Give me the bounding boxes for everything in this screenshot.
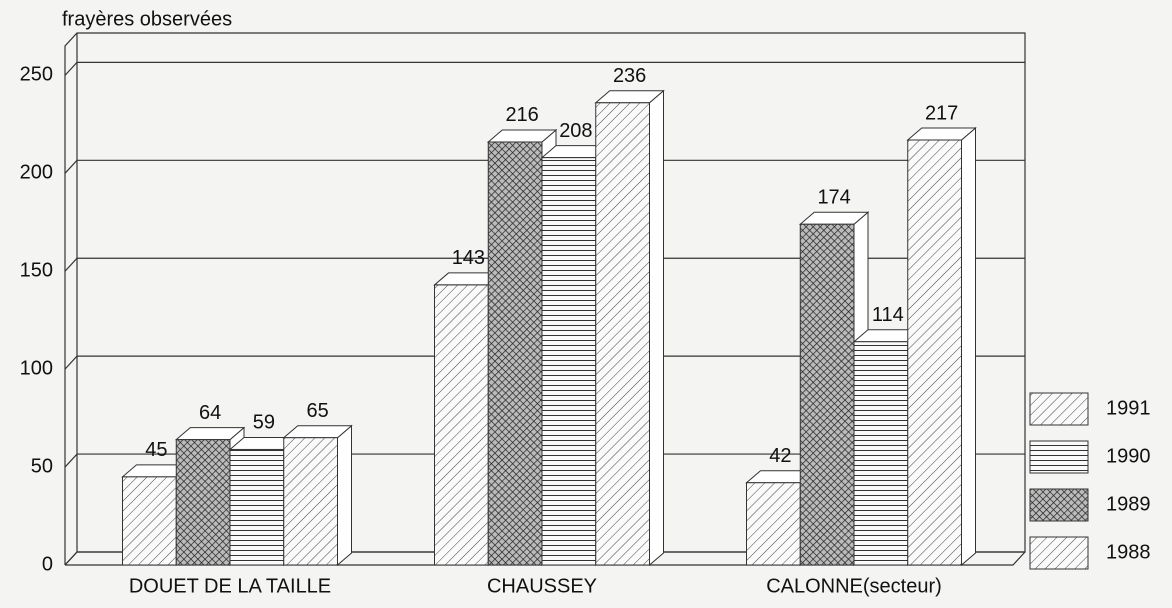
bar-side	[337, 424, 352, 567]
bar	[541, 157, 597, 566]
data-label: 174	[817, 187, 850, 209]
y-tick-label: 250	[20, 64, 53, 86]
x-tick-label: CALONNE(secteur)	[766, 575, 942, 597]
x-tick-label: CHAUSSEY	[487, 575, 597, 597]
data-label: 42	[769, 445, 791, 467]
bar-side	[961, 126, 976, 567]
legend-swatch	[1029, 440, 1089, 474]
legend-swatch	[1029, 488, 1089, 522]
data-label: 236	[613, 65, 646, 87]
bar	[595, 102, 650, 566]
grid-line	[64, 159, 1025, 174]
data-label: 208	[559, 120, 592, 142]
data-label: 143	[452, 247, 485, 269]
data-label: 45	[145, 439, 167, 461]
bar	[229, 448, 285, 566]
y-tick-label: 150	[20, 260, 53, 282]
grid-line	[64, 453, 1025, 468]
data-label: 216	[505, 104, 538, 126]
legend-label: 1989	[1106, 493, 1151, 515]
y-tick-label: 100	[20, 357, 53, 379]
y-tick-label: 0	[42, 553, 53, 575]
grid-line	[64, 355, 1025, 370]
data-label: 59	[253, 412, 275, 434]
data-label: 217	[925, 102, 958, 124]
bar	[746, 482, 801, 566]
bar	[283, 437, 338, 566]
bar	[434, 284, 489, 566]
bar	[853, 341, 909, 566]
grid-line	[64, 61, 1025, 76]
y-tick-label: 50	[31, 455, 53, 477]
bar	[122, 476, 177, 566]
data-label: 114	[872, 304, 904, 326]
x-tick-label: DOUET DE LA TAILLE	[129, 575, 331, 597]
legend-swatch	[1029, 392, 1089, 426]
data-label: 65	[307, 400, 329, 422]
y-tick-label: 200	[20, 162, 53, 184]
grid-line	[64, 551, 1025, 566]
bar	[175, 439, 231, 566]
bar	[799, 223, 855, 566]
bar	[907, 139, 962, 566]
grid-line	[64, 257, 1025, 272]
legend-label: 1990	[1106, 445, 1151, 467]
y-axis-label: frayères observées	[62, 8, 232, 30]
data-label: 64	[199, 402, 221, 424]
bar	[487, 141, 543, 566]
bar-side	[649, 89, 664, 567]
legend-label: 1991	[1106, 397, 1151, 419]
legend-swatch	[1029, 536, 1089, 570]
legend-label: 1988	[1106, 541, 1151, 563]
